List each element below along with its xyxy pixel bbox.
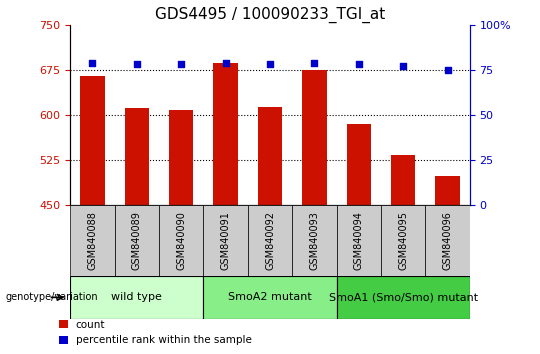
Text: GSM840094: GSM840094 <box>354 211 364 270</box>
Bar <box>292 205 336 276</box>
Bar <box>426 205 470 276</box>
Bar <box>302 70 327 205</box>
Point <box>443 67 452 73</box>
Bar <box>80 76 105 205</box>
Title: GDS4495 / 100090233_TGI_at: GDS4495 / 100090233_TGI_at <box>155 7 385 23</box>
Bar <box>204 276 336 319</box>
Bar <box>159 205 204 276</box>
Text: GSM840089: GSM840089 <box>132 211 142 270</box>
Bar <box>381 205 426 276</box>
Bar <box>70 205 114 276</box>
Bar <box>347 124 371 205</box>
Bar <box>336 205 381 276</box>
Point <box>310 60 319 65</box>
Text: GSM840091: GSM840091 <box>221 211 231 270</box>
Text: GSM840095: GSM840095 <box>398 211 408 270</box>
Bar <box>169 110 193 205</box>
Point <box>221 60 230 65</box>
Text: GSM840090: GSM840090 <box>176 211 186 270</box>
Point <box>88 60 97 65</box>
Text: SmoA2 mutant: SmoA2 mutant <box>228 292 312 302</box>
Bar <box>391 155 415 205</box>
Text: GSM840093: GSM840093 <box>309 211 319 270</box>
Point <box>266 62 274 67</box>
Point <box>354 62 363 67</box>
Bar <box>213 63 238 205</box>
Bar <box>70 276 204 319</box>
Text: genotype/variation: genotype/variation <box>5 292 98 302</box>
Point <box>177 62 186 67</box>
Bar <box>248 205 292 276</box>
Text: GSM840096: GSM840096 <box>443 211 453 270</box>
Text: GSM840092: GSM840092 <box>265 211 275 270</box>
Text: wild type: wild type <box>111 292 162 302</box>
Bar <box>435 176 460 205</box>
Bar <box>114 205 159 276</box>
Legend: count, percentile rank within the sample: count, percentile rank within the sample <box>59 320 252 345</box>
Point <box>399 63 408 69</box>
Text: GSM840088: GSM840088 <box>87 211 97 270</box>
Bar <box>336 276 470 319</box>
Bar <box>258 107 282 205</box>
Point <box>132 62 141 67</box>
Text: SmoA1 (Smo/Smo) mutant: SmoA1 (Smo/Smo) mutant <box>329 292 478 302</box>
Bar <box>125 108 149 205</box>
Bar <box>204 205 248 276</box>
